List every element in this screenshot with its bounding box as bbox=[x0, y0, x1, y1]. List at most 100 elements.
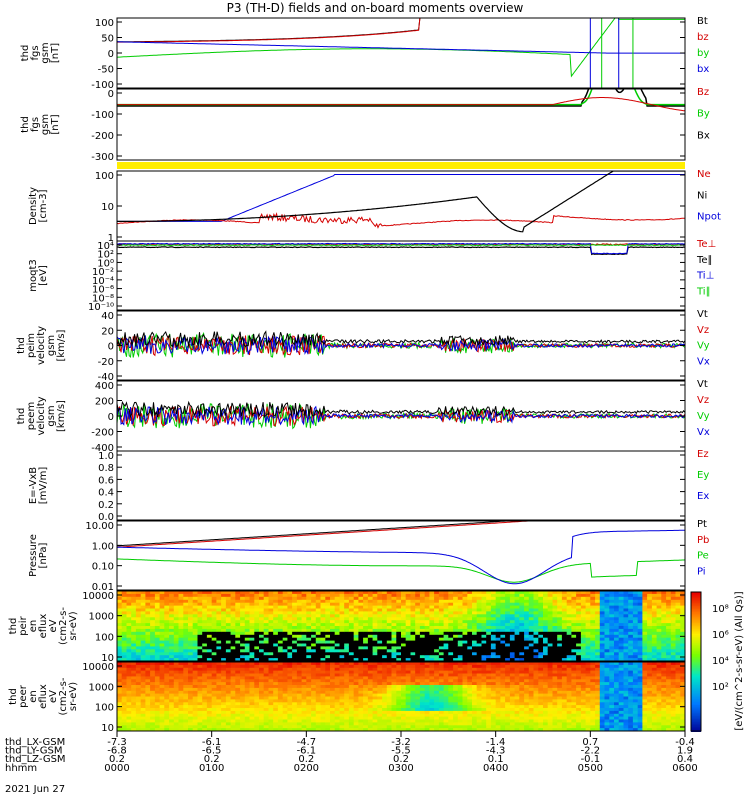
spectrogram-cell bbox=[121, 670, 127, 674]
spectrogram-cell bbox=[438, 620, 445, 624]
spectrogram-cell bbox=[490, 649, 497, 653]
spectrogram-cell bbox=[675, 631, 681, 636]
spectrogram-cell bbox=[604, 652, 610, 656]
spectrogram-cell bbox=[462, 670, 468, 674]
spectrogram-cell bbox=[467, 716, 473, 720]
spectrogram-cell bbox=[206, 634, 213, 639]
spectrogram-cell bbox=[472, 713, 478, 718]
spectrogram-cell bbox=[443, 626, 449, 630]
spectrogram-cell bbox=[571, 637, 577, 642]
spectrogram-cell bbox=[311, 693, 317, 697]
spectrogram-cell bbox=[571, 596, 577, 601]
spectrogram-cell bbox=[438, 643, 445, 647]
spectrogram-cell bbox=[192, 676, 198, 680]
spectrogram-cell bbox=[443, 658, 449, 661]
spectrogram-cell bbox=[330, 725, 336, 729]
spectrogram-cell bbox=[178, 649, 184, 653]
spectrogram-cell bbox=[159, 722, 165, 726]
spectrogram-cell bbox=[505, 602, 511, 607]
spectrogram-cell bbox=[505, 596, 511, 601]
spectrogram-cell bbox=[528, 646, 534, 650]
spectrogram-cell bbox=[353, 722, 359, 726]
spectrogram-cell bbox=[462, 605, 468, 609]
spectrogram-cell bbox=[353, 620, 359, 624]
spectrogram-cell bbox=[367, 637, 374, 642]
spectrogram-cell bbox=[159, 667, 165, 672]
spectrogram-cell bbox=[424, 605, 430, 609]
spectrogram-cell bbox=[495, 596, 501, 601]
spectrogram-cell bbox=[178, 646, 184, 650]
spectrogram-cell bbox=[197, 646, 203, 650]
spectrogram-cell bbox=[131, 719, 137, 723]
spectrogram-cell bbox=[197, 631, 203, 636]
spectrogram-cell bbox=[315, 716, 321, 720]
spectrogram-cell bbox=[334, 705, 340, 709]
spectrogram-cell bbox=[472, 685, 478, 689]
spectrogram-cell bbox=[396, 599, 402, 604]
spectrogram-cell bbox=[301, 719, 307, 723]
spectrogram-cell bbox=[244, 596, 250, 601]
spectrogram-cell bbox=[382, 631, 388, 636]
spectrogram-cell bbox=[509, 640, 516, 644]
spectrogram-cell bbox=[467, 626, 473, 630]
spectrogram-cell bbox=[282, 667, 288, 672]
spectrogram-cell bbox=[221, 696, 227, 700]
spectrogram-cell bbox=[609, 596, 615, 601]
spectrogram-cell bbox=[169, 690, 175, 695]
spectrogram-cell bbox=[405, 708, 411, 712]
spectrogram-cell bbox=[670, 646, 676, 650]
spectrogram-cell bbox=[173, 699, 179, 703]
spectrogram-cell bbox=[618, 617, 624, 621]
spectrogram-cell bbox=[391, 679, 397, 683]
spectrogram-cell bbox=[211, 725, 217, 729]
spectrogram-cell bbox=[320, 679, 326, 683]
spectrogram-cell bbox=[211, 682, 217, 686]
spectrogram-cell bbox=[268, 693, 274, 697]
spectrogram-cell bbox=[434, 679, 440, 683]
spectrogram-cell bbox=[206, 667, 213, 672]
spectrogram-cell bbox=[306, 676, 312, 680]
spectrogram-cell bbox=[273, 679, 279, 683]
spectrogram-cell bbox=[330, 643, 336, 647]
spectrogram-cell bbox=[240, 693, 246, 697]
spectrogram-cell bbox=[206, 713, 213, 718]
spectrogram-cell bbox=[585, 652, 591, 656]
spectrogram-cell bbox=[533, 599, 539, 604]
spectrogram-cell bbox=[486, 602, 492, 607]
spectrogram-cell bbox=[637, 623, 643, 627]
spectrogram-cell bbox=[372, 685, 378, 689]
spectrogram-cell bbox=[490, 596, 497, 601]
spectrogram-cell bbox=[306, 649, 312, 653]
spectrogram-cell bbox=[159, 728, 165, 731]
spectrogram-cell bbox=[254, 673, 260, 677]
spectrogram-cell bbox=[301, 649, 307, 653]
spectrogram-cell bbox=[419, 705, 426, 709]
spectrogram-cell bbox=[263, 634, 269, 639]
spectrogram-cell bbox=[192, 716, 198, 720]
spectrogram-cell bbox=[159, 614, 165, 618]
spectrogram-cell bbox=[169, 628, 175, 633]
spectrogram-cell bbox=[670, 655, 676, 659]
spectrogram-cell bbox=[311, 649, 317, 653]
spectrogram-cell bbox=[500, 599, 506, 604]
spectrogram-cell bbox=[178, 705, 184, 709]
spectrogram-cell bbox=[178, 713, 184, 718]
spectrogram-cell bbox=[590, 596, 596, 601]
spectrogram-cell bbox=[490, 643, 497, 647]
spectrogram-cell bbox=[358, 608, 364, 612]
spectrogram-cell bbox=[268, 725, 274, 729]
spectrogram-cell bbox=[259, 637, 265, 642]
spectrogram-cell bbox=[164, 687, 170, 692]
spectrogram-cell bbox=[453, 670, 459, 674]
spectrogram-cell bbox=[604, 631, 610, 636]
spectrogram-cell bbox=[164, 623, 170, 627]
spectrogram-cell bbox=[358, 676, 364, 680]
spectrogram-cell bbox=[670, 628, 676, 633]
spectrogram-cell bbox=[325, 640, 331, 644]
spectrogram-cell bbox=[358, 713, 364, 718]
spectrogram-cell bbox=[315, 626, 321, 630]
spectrogram-cell bbox=[206, 626, 213, 630]
spectrogram-cell bbox=[117, 693, 123, 697]
spectrogram-cell bbox=[282, 699, 288, 703]
spectrogram-cell bbox=[225, 682, 232, 686]
